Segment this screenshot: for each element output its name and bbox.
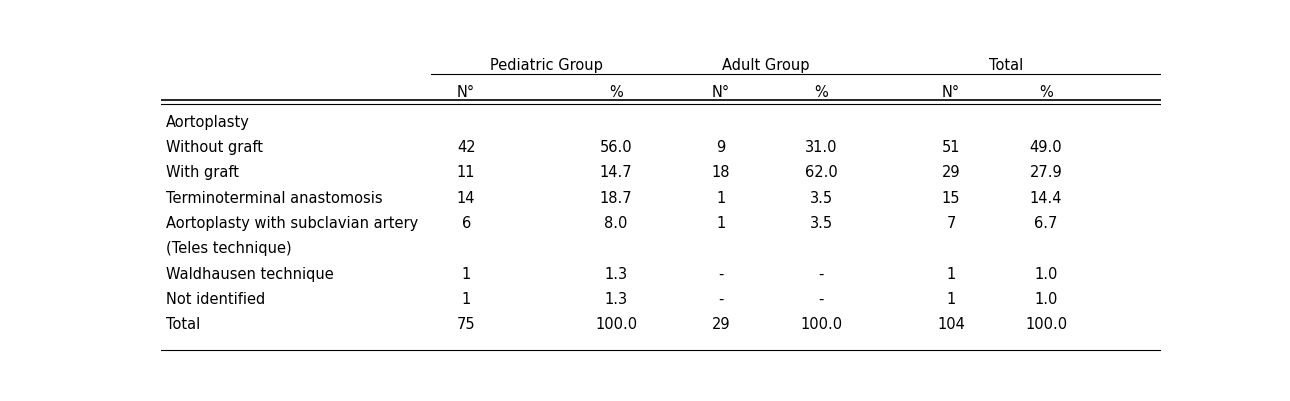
Text: Waldhausen technique: Waldhausen technique	[166, 267, 334, 282]
Text: 29: 29	[712, 317, 730, 332]
Text: -: -	[818, 267, 824, 282]
Text: %: %	[814, 85, 828, 100]
Text: Aortoplasty: Aortoplasty	[166, 115, 250, 130]
Text: 3.5: 3.5	[810, 191, 832, 206]
Text: -: -	[719, 292, 724, 307]
Text: 18.7: 18.7	[600, 191, 632, 206]
Text: 1: 1	[716, 191, 726, 206]
Text: 7: 7	[947, 216, 956, 231]
Text: 27.9: 27.9	[1029, 165, 1063, 180]
Text: Terminoterminal anastomosis: Terminoterminal anastomosis	[166, 191, 383, 206]
Text: 100.0: 100.0	[595, 317, 637, 332]
Text: 62.0: 62.0	[805, 165, 837, 180]
Text: 1.3: 1.3	[605, 267, 628, 282]
Text: 1: 1	[462, 267, 471, 282]
Text: 6: 6	[462, 216, 471, 231]
Text: 1.3: 1.3	[605, 292, 628, 307]
Text: N°: N°	[712, 85, 730, 100]
Text: 1: 1	[947, 267, 956, 282]
Text: 15: 15	[942, 191, 960, 206]
Text: 100.0: 100.0	[1026, 317, 1067, 332]
Text: N°: N°	[942, 85, 960, 100]
Text: 56.0: 56.0	[600, 140, 632, 155]
Text: -: -	[719, 267, 724, 282]
Text: 14.4: 14.4	[1029, 191, 1062, 206]
Text: (Teles technique): (Teles technique)	[166, 241, 292, 256]
Text: With graft: With graft	[166, 165, 239, 180]
Text: 1: 1	[462, 292, 471, 307]
Text: 42: 42	[457, 140, 476, 155]
Text: -: -	[818, 292, 824, 307]
Text: 8.0: 8.0	[605, 216, 628, 231]
Text: Aortoplasty with subclavian artery: Aortoplasty with subclavian artery	[166, 216, 418, 231]
Text: %: %	[609, 85, 623, 100]
Text: 1: 1	[716, 216, 726, 231]
Text: 75: 75	[457, 317, 476, 332]
Text: 3.5: 3.5	[810, 216, 832, 231]
Text: 51: 51	[942, 140, 960, 155]
Text: 14: 14	[457, 191, 476, 206]
Text: Not identified: Not identified	[166, 292, 266, 307]
Text: 29: 29	[942, 165, 960, 180]
Text: Total: Total	[989, 58, 1023, 73]
Text: 9: 9	[716, 140, 726, 155]
Text: 31.0: 31.0	[805, 140, 837, 155]
Text: 14.7: 14.7	[600, 165, 632, 180]
Text: 11: 11	[457, 165, 476, 180]
Text: Pediatric Group: Pediatric Group	[490, 58, 602, 73]
Text: Adult Group: Adult Group	[722, 58, 810, 73]
Text: Without graft: Without graft	[166, 140, 263, 155]
Text: 1.0: 1.0	[1035, 292, 1058, 307]
Text: %: %	[1040, 85, 1053, 100]
Text: Total: Total	[166, 317, 200, 332]
Text: 18: 18	[712, 165, 730, 180]
Text: 104: 104	[937, 317, 965, 332]
Text: N°: N°	[457, 85, 475, 100]
Text: 1: 1	[947, 292, 956, 307]
Text: 1.0: 1.0	[1035, 267, 1058, 282]
Text: 49.0: 49.0	[1029, 140, 1063, 155]
Text: 100.0: 100.0	[800, 317, 842, 332]
Text: 6.7: 6.7	[1035, 216, 1058, 231]
